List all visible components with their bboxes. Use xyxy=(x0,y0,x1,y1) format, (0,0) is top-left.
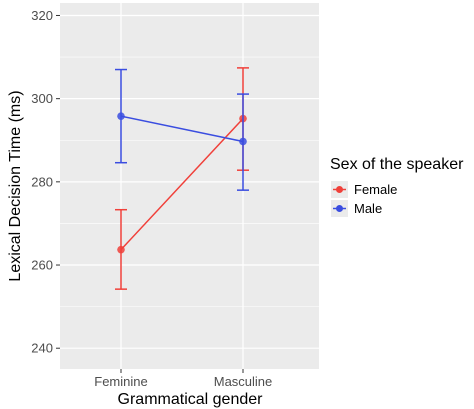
series-line xyxy=(120,115,244,143)
y-axis-ticks: 240 260 280 300 320 xyxy=(31,8,60,356)
y-tick-label: 240 xyxy=(31,341,53,356)
grid xyxy=(60,3,319,369)
series-male xyxy=(115,68,249,191)
y-axis-title: Lexical Decision Time (ms) xyxy=(7,90,24,281)
legend-key-point xyxy=(336,205,343,212)
y-tick-label: 320 xyxy=(31,8,53,23)
data-point xyxy=(117,112,125,120)
legend-item-female: Female xyxy=(331,181,397,198)
x-tick-label: Feminine xyxy=(94,374,147,389)
legend-items: Female Male xyxy=(331,181,397,217)
series-layer xyxy=(115,67,249,290)
plot-panel xyxy=(60,3,319,369)
legend: Sex of the speaker Female Male xyxy=(330,156,464,217)
data-point xyxy=(239,137,247,146)
y-tick-label: 260 xyxy=(31,258,53,273)
y-tick-label: 300 xyxy=(31,91,53,106)
legend-title: Sex of the speaker xyxy=(330,156,464,173)
legend-label: Female xyxy=(354,182,397,197)
x-tick-label: Masculine xyxy=(214,374,273,389)
x-axis-title: Grammatical gender xyxy=(118,391,264,408)
legend-label: Male xyxy=(354,201,382,216)
series-line xyxy=(120,118,244,251)
legend-item-male: Male xyxy=(331,200,382,217)
x-axis-ticks: Feminine Masculine xyxy=(94,369,272,389)
legend-key-point xyxy=(336,186,343,193)
data-point xyxy=(117,245,125,254)
y-tick-label: 280 xyxy=(31,174,53,189)
